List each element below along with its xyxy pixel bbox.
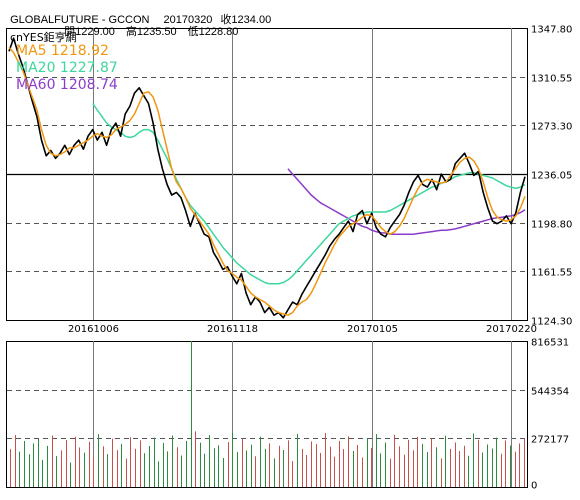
header-line-1: GLOBALFUTURE - GCCON 20170320 收1234.00	[4, 2, 271, 26]
legend-ma20: MA20 1227.87	[16, 60, 118, 76]
chart-legend: cnYES鉅亨網 MA5 1218.92 MA20 1227.87 MA60 1…	[10, 30, 118, 93]
symbol-label: GLOBALFUTURE - GCCON	[10, 14, 150, 26]
price-panel-frame	[6, 28, 528, 321]
volume-panel-frame	[6, 341, 528, 488]
price-y-tick-label: 1347.80	[531, 25, 572, 36]
legend-ma5: MA5 1218.92	[16, 43, 109, 59]
series-line-ma20	[92, 103, 526, 285]
volume-y-tick-label: 272177	[531, 435, 569, 446]
close-label: 收1234.00	[220, 14, 272, 26]
x-tick-label: 20161006	[68, 324, 119, 335]
price-y-tick-label: 1198.80	[531, 220, 572, 231]
price-y-tick-label: 1273.30	[531, 122, 572, 133]
price-y-tick-label: 1124.30	[531, 317, 572, 328]
legend-ma60: MA60 1208.74	[16, 77, 118, 93]
volume-y-tick-label: 816531	[531, 338, 569, 349]
x-tick-label: 20170105	[347, 324, 398, 335]
price-y-tick-label: 1236.05	[531, 171, 572, 182]
x-tick-label: 20161118	[207, 324, 258, 335]
series-line-ma60	[287, 168, 526, 235]
volume-y-tick-label: 544354	[531, 387, 569, 398]
series-line-ma5	[8, 46, 526, 316]
price-y-tick-label: 1161.55	[531, 268, 572, 279]
price-y-tick-label: 1310.55	[531, 74, 572, 85]
x-tick-label: 20170220	[486, 324, 537, 335]
volume-y-tick-label: 0	[531, 481, 537, 492]
date-label: 20170320	[163, 14, 213, 26]
legend-source: cnYES鉅亨網	[10, 30, 77, 44]
